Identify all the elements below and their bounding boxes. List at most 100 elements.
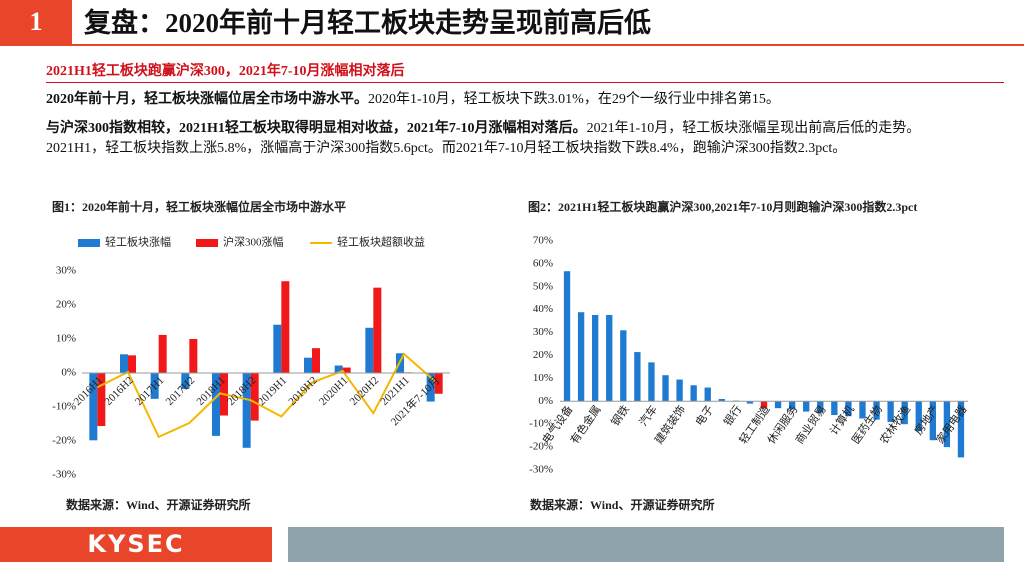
bar — [676, 379, 683, 402]
x-tick-label: 电子 — [693, 403, 716, 428]
x-tick-label: 2017H2 — [164, 374, 198, 408]
bar — [334, 365, 343, 373]
legend-swatch — [78, 239, 100, 247]
legend-swatch — [196, 239, 218, 247]
y-tick-label: 40% — [533, 303, 553, 315]
bar — [774, 401, 782, 409]
paragraph-lead: 与沪深300指数相较，2021H1轻工板块取得明显相对收益，2021年7-10月… — [46, 121, 587, 136]
y-tick-label: 20% — [533, 349, 553, 361]
bar — [817, 401, 824, 413]
bar — [150, 373, 159, 399]
bar — [273, 324, 282, 373]
bar — [648, 362, 655, 402]
legend-label: 轻工板块涨幅 — [105, 235, 171, 249]
bar — [128, 355, 136, 373]
y-tick-label: 30% — [56, 265, 76, 277]
header-rule — [0, 44, 1024, 46]
x-tick-label: 2016H2 — [102, 374, 136, 408]
paragraph-text: 2021年1-10月，轻工板块涨幅呈现出前高后低的走势。2021H1，轻工板块指… — [46, 121, 921, 156]
bar — [662, 375, 669, 402]
bar — [760, 401, 768, 409]
x-tick-label: 计算机 — [827, 402, 857, 437]
paragraph-text: 2020年1-10月，轻工板块下跌3.01%，在29个一级行业中排名第15。 — [368, 92, 780, 107]
y-tick-label: -30% — [529, 464, 553, 476]
bar — [831, 401, 838, 416]
bar — [242, 373, 251, 448]
y-tick-label: 10% — [56, 333, 76, 345]
legend-label: 沪深300涨幅 — [223, 235, 284, 249]
bar — [803, 401, 810, 412]
x-tick-label: 2019H1 — [256, 374, 290, 408]
bar — [690, 385, 697, 402]
x-tick-label: 2020H2 — [348, 374, 382, 408]
paragraph: 2020年前十月，轻工板块涨幅位居全市场中游水平。2020年1-10月，轻工板块… — [46, 90, 976, 110]
y-tick-label: 0% — [61, 367, 76, 379]
bar — [563, 271, 571, 402]
bar — [212, 373, 220, 436]
y-tick-label: 50% — [533, 280, 553, 292]
bar — [887, 401, 894, 422]
bar — [929, 401, 936, 441]
bar — [577, 312, 585, 402]
bar — [250, 373, 259, 421]
bar — [957, 401, 965, 458]
paragraph: 与沪深300指数相较，2021H1轻工板块取得明显相对收益，2021年7-10月… — [46, 119, 976, 159]
y-tick-label: -20% — [529, 441, 553, 453]
bar — [873, 401, 880, 420]
bar — [915, 401, 922, 432]
section-number: 1 — [0, 0, 72, 44]
line — [96, 352, 436, 439]
y-tick-label: -10% — [52, 401, 76, 413]
subtitle-rule — [46, 82, 1004, 83]
chart-title: 图2：2021H1轻工板块跑赢沪深300,2021年7-10月则跑输沪深300指… — [528, 199, 917, 214]
source-note: 数据来源：Wind、开源证券研究所 — [66, 497, 250, 512]
footer-bar — [288, 527, 1004, 562]
y-tick-label: 0% — [538, 395, 553, 407]
chart-title: 图1：2020年前十月，轻工板块涨幅位居全市场中游水平 — [52, 199, 346, 214]
x-tick-label: 汽车 — [636, 402, 660, 428]
bar — [704, 387, 711, 402]
bar — [620, 330, 627, 402]
bar — [788, 401, 796, 410]
bar — [859, 401, 866, 419]
bar — [943, 401, 951, 448]
legend-label: 轻工板块超额收益 — [337, 235, 425, 249]
bar — [718, 399, 725, 402]
bar — [281, 281, 290, 373]
y-tick-label: 10% — [533, 372, 553, 384]
bar — [189, 339, 198, 373]
source-note: 数据来源：Wind、开源证券研究所 — [530, 497, 714, 512]
bar — [158, 334, 167, 373]
bar — [120, 354, 128, 373]
bar — [426, 373, 435, 402]
bar — [434, 373, 443, 394]
y-tick-label: -20% — [52, 435, 76, 447]
y-tick-label: 60% — [533, 257, 553, 269]
bar — [373, 287, 382, 373]
slide-title: 复盘：2020年前十月轻工板块走势呈现前高后低 — [84, 8, 651, 38]
bar — [592, 314, 599, 402]
bar — [342, 367, 351, 373]
x-tick-label: 钢铁 — [609, 403, 632, 428]
bar — [89, 373, 98, 441]
bar — [746, 401, 754, 404]
bar — [365, 327, 374, 373]
y-tick-label: -10% — [529, 418, 553, 430]
bar — [181, 373, 190, 389]
y-tick-label: -30% — [52, 469, 76, 481]
subtitle: 2021H1轻工板块跑赢沪深300，2021年7-10月涨幅相对落后 — [46, 64, 405, 79]
logo: KYSEC — [0, 527, 272, 562]
bar — [304, 357, 312, 373]
bar — [312, 348, 320, 373]
bar — [634, 352, 641, 402]
bar — [901, 401, 908, 425]
bar — [97, 373, 106, 427]
bar — [845, 401, 852, 417]
bar — [606, 314, 613, 402]
x-tick-label: 房地产 — [911, 402, 941, 437]
y-tick-label: 70% — [533, 235, 553, 247]
x-tick-label: 2019H2 — [286, 374, 320, 408]
paragraph-lead: 2020年前十月，轻工板块涨幅位居全市场中游水平。 — [46, 92, 368, 107]
